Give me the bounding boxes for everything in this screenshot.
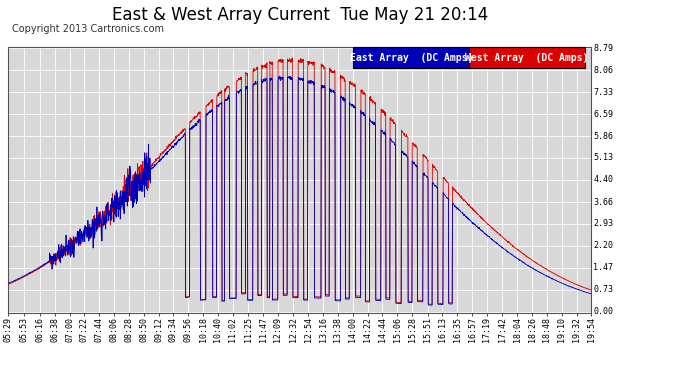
Text: 0.00: 0.00 <box>593 307 613 316</box>
Text: 5.13: 5.13 <box>593 153 613 162</box>
Text: East & West Array Current  Tue May 21 20:14: East & West Array Current Tue May 21 20:… <box>112 6 488 24</box>
Text: East Array  (DC Amps): East Array (DC Amps) <box>350 53 473 63</box>
Text: 1.47: 1.47 <box>593 263 613 272</box>
Text: West Array  (DC Amps): West Array (DC Amps) <box>466 53 589 63</box>
Text: 5.86: 5.86 <box>593 132 613 141</box>
Text: 4.40: 4.40 <box>593 176 613 184</box>
Text: 0.73: 0.73 <box>593 285 613 294</box>
Text: 3.66: 3.66 <box>593 198 613 207</box>
Text: 2.93: 2.93 <box>593 219 613 228</box>
Text: Copyright 2013 Cartronics.com: Copyright 2013 Cartronics.com <box>12 24 164 34</box>
Text: 8.06: 8.06 <box>593 66 613 75</box>
Text: 2.20: 2.20 <box>593 241 613 250</box>
Text: 7.33: 7.33 <box>593 88 613 97</box>
Text: 8.79: 8.79 <box>593 44 613 53</box>
Text: 6.59: 6.59 <box>593 110 613 119</box>
